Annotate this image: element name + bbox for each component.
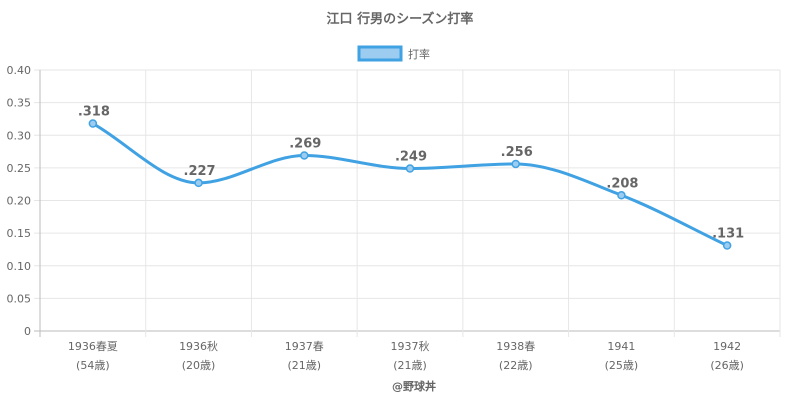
x-tick-sublabel: (21歳): [393, 359, 427, 372]
legend-swatch: [357, 45, 403, 62]
x-tick-sublabel: (54歳): [76, 359, 110, 372]
x-tick-label: 1937春: [285, 340, 324, 353]
x-tick-label: 1936秋: [179, 339, 218, 353]
credit-footer: @野球丼: [392, 379, 436, 393]
data-label: .256: [501, 145, 533, 160]
data-point: [88, 119, 98, 128]
x-tick-label: 1938春: [496, 340, 535, 353]
data-point: [511, 159, 520, 169]
data-label: .131: [712, 227, 744, 242]
legend[interactable]: 打率: [357, 45, 430, 62]
chart-title: 江口 行男のシーズン打率: [327, 11, 474, 27]
y-tick-label: 0.05: [7, 292, 32, 305]
y-tick-label: 0.25: [7, 162, 32, 175]
y-tick-label: 0.40: [7, 64, 32, 77]
x-tick-sublabel: (21歳): [287, 359, 321, 372]
data-label: .227: [184, 164, 216, 179]
data-label: .249: [395, 150, 427, 165]
data-labels: .318 .227 .269 .249 .256 .208 .131: [78, 105, 744, 242]
y-tick-label: 0.15: [7, 227, 32, 240]
y-axis: 0 0.05 0.10 0.15 0.20 0.25 0.30 0.35 0.40: [7, 64, 32, 338]
y-tick-label: 0.30: [7, 129, 32, 142]
data-label: .269: [289, 136, 321, 151]
series-batting-average: [88, 119, 732, 250]
y-tick-label: 0: [24, 325, 31, 338]
data-label: .208: [606, 176, 638, 191]
data-point: [300, 151, 309, 160]
data-point: [617, 191, 626, 200]
x-tick-label: 1936春夏: [68, 340, 118, 353]
grid: [34, 69, 781, 337]
x-tick-sublabel: (22歳): [499, 359, 533, 372]
data-point: [194, 178, 203, 188]
y-tick-label: 0.10: [7, 260, 32, 273]
data-label: .318: [78, 105, 110, 120]
x-axis: 1936春夏 (54歳) 1936秋 (20歳) 1937春 (21歳) 1937秋 (21歳…: [68, 339, 744, 372]
y-tick-label: 0.20: [7, 195, 32, 208]
x-tick-label: 1941: [607, 340, 635, 353]
x-tick-sublabel: (25歳): [605, 359, 639, 372]
data-point: [722, 241, 732, 250]
y-tick-label: 0.35: [7, 97, 32, 110]
x-tick-sublabel: (20歳): [182, 359, 216, 372]
x-tick-sublabel: (26歳): [710, 359, 744, 372]
x-tick-label: 1937秋: [391, 339, 430, 353]
legend-label: 打率: [408, 47, 430, 61]
data-point: [405, 164, 415, 173]
x-tick-label: 1942: [713, 340, 741, 353]
